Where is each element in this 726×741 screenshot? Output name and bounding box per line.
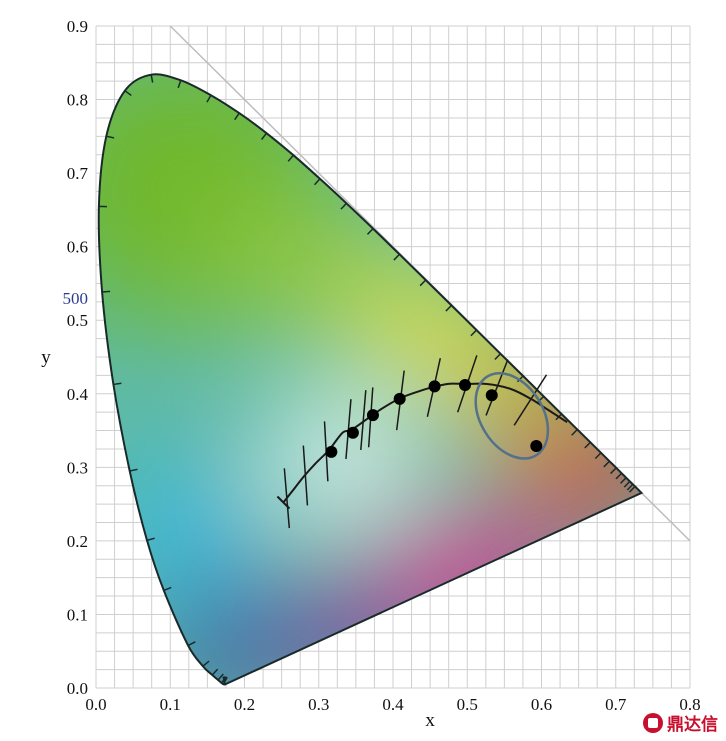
x-tick-label: 0.6 [531,695,552,714]
y-tick-label: 0.2 [67,532,88,551]
y-tick-label: 0.6 [67,238,88,257]
y-tick-label: 0.8 [67,91,88,110]
locus-tick [287,154,294,162]
locus-tick [619,477,627,484]
fill-lightgreen-region [199,191,380,332]
x-tick-label: 0.8 [679,695,700,714]
chromaticity-point [530,440,543,453]
isotherm-line [360,390,367,451]
fill-white-region [271,404,412,515]
locus-tick [393,253,400,261]
y-tick-label: 0.3 [67,458,88,477]
locus-tick [177,80,182,89]
watermark: 鼎达信 [643,710,718,735]
locus-tick [594,452,602,460]
locus-tick [202,660,210,667]
x-tick-label: 0.0 [85,695,106,714]
locus-tick [206,94,212,103]
locus-tick [623,480,631,488]
y-tick-label: 0.0 [67,679,88,698]
wavelength-500-label: 500 [63,289,89,308]
locus-tick [260,132,268,140]
isotherm-line [513,374,548,426]
locus-tick [211,668,219,676]
y-tick-label: 0.1 [67,605,88,624]
locus-tick [628,485,636,493]
x-tick-label: 0.7 [605,695,627,714]
chromaticity-point [459,378,472,391]
locus-tick [419,279,427,287]
locus-tick [234,112,240,121]
y-axis-label: y [41,347,51,368]
chromaticity-point [428,380,441,393]
fill-purple-region [261,584,422,675]
locus-tick [615,472,623,480]
x-tick-label: 0.3 [308,695,329,714]
locus-tick [163,586,172,592]
y-tick-label: 0.5 [67,311,88,330]
locus-tick [584,441,591,449]
locus-tick [222,676,228,685]
locus-tick [610,467,617,475]
watermark-text: 鼎达信 [667,715,718,735]
isotherm-line [302,445,309,506]
spectral-locus-ticks [98,74,636,685]
y-tick-label: 0.4 [67,385,89,404]
locus-tick [366,228,374,235]
locus-tick [220,676,228,684]
x-tick-label: 0.1 [160,695,181,714]
locus-tick [626,483,634,491]
chromaticity-point [393,392,406,405]
x-axis-label: x [425,710,435,731]
locus-tick [124,90,132,97]
locus-tick [571,429,578,436]
chromaticity-point [366,409,379,422]
chromaticity-point [325,445,338,458]
locus-tick [129,468,138,472]
y-tick-label: 0.9 [67,17,88,36]
locus-tick [187,641,196,647]
locus-tick [340,202,347,210]
chromaticity-points [325,378,543,458]
chromaticity-point [346,426,359,439]
isotherm-line [485,359,509,416]
fill-cyan-region [120,456,251,597]
x-tick-label: 0.4 [382,695,404,714]
locus-tick [603,460,610,468]
fill-red-region [530,424,642,525]
chromaticity-point [485,389,498,402]
locus-tick [113,382,122,386]
gamut-color-fill [98,74,642,685]
locus-tick [217,673,224,681]
planckian-curve [282,382,568,504]
x-tick-label: 0.2 [234,695,255,714]
spectral-locus-outline [97,73,644,686]
isotherm-line [283,468,291,529]
locus-tick [106,135,115,139]
locus-tick [150,74,154,83]
locus-tick [470,329,478,337]
y-tick-labels: 0.0 0.1 0.2 0.3 0.4 0.5 0.6 0.7 0.8 0.9 [67,17,89,698]
locus-tick [314,178,321,186]
logo-icon [643,712,663,733]
locus-tick [494,353,502,360]
x-tick-labels: 0.0 0.1 0.2 0.3 0.4 0.5 0.6 0.7 0.8 [85,695,700,714]
x-tick-label: 0.5 [457,695,478,714]
y-tick-label: 0.7 [67,164,89,183]
tolerance-ellipse [474,371,550,460]
locus-tick [102,290,111,293]
locus-tick [146,537,155,542]
locus-tick [445,304,453,312]
